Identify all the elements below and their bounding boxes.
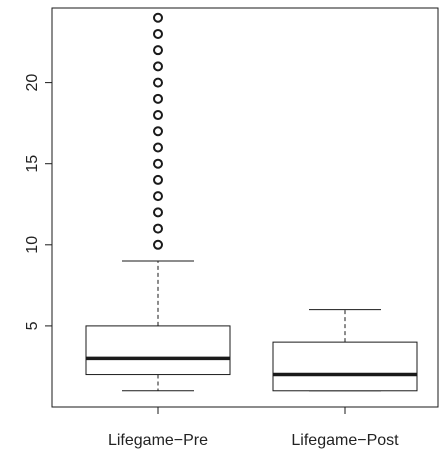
y-tick-label: 10 — [24, 236, 41, 254]
outlier-point — [153, 207, 163, 218]
y-tick-label: 5 — [24, 321, 41, 330]
outlier-point — [153, 126, 163, 137]
outlier-point — [153, 142, 163, 153]
boxes — [85, 12, 418, 392]
y-axis: 5 10 15 20 — [24, 74, 52, 330]
outlier-point — [153, 93, 163, 104]
outlier-point — [153, 28, 163, 39]
outlier-point — [153, 174, 163, 185]
outlier-point — [153, 223, 163, 234]
x-category-label: Lifegame−Post — [291, 432, 399, 449]
box — [85, 325, 231, 376]
box-group — [85, 12, 231, 392]
outlier-point — [153, 158, 163, 169]
outlier-point — [153, 239, 163, 250]
y-tick-label: 15 — [24, 155, 41, 173]
x-category-label: Lifegame−Pre — [108, 432, 208, 449]
x-axis: Lifegame−Pre Lifegame−Post — [108, 407, 399, 449]
box — [272, 341, 418, 392]
outlier-point — [153, 45, 163, 56]
y-tick-label: 20 — [24, 74, 41, 92]
plot-frame — [51, 7, 439, 408]
outlier-point — [153, 110, 163, 121]
outlier-point — [153, 12, 163, 23]
outlier-point — [153, 77, 163, 88]
box-group — [272, 309, 418, 392]
outlier-point — [153, 191, 163, 202]
outlier-point — [153, 61, 163, 72]
